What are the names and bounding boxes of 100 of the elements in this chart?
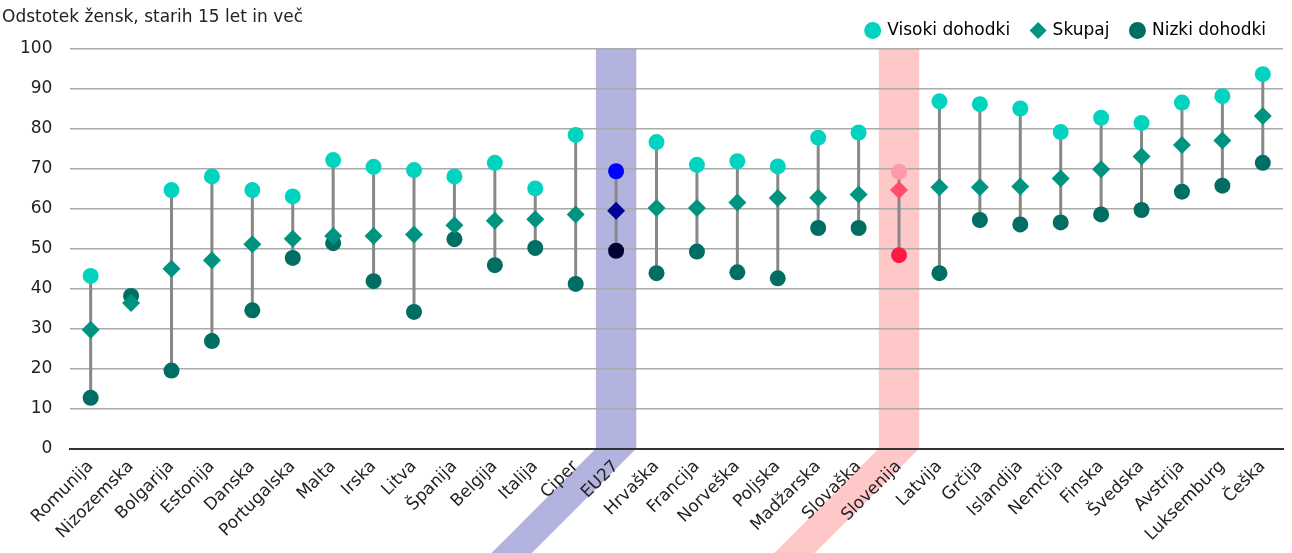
point <box>607 201 626 220</box>
point <box>1092 160 1111 179</box>
point <box>163 182 180 199</box>
point <box>567 126 584 143</box>
point <box>1133 114 1150 131</box>
point <box>284 249 301 266</box>
point <box>810 219 827 236</box>
point <box>81 320 100 339</box>
y-tick-label: 80 <box>30 117 53 138</box>
point <box>769 270 786 287</box>
point <box>202 251 221 270</box>
point <box>243 235 262 254</box>
point <box>810 129 827 146</box>
point <box>971 212 988 228</box>
point <box>1052 124 1069 141</box>
point <box>970 178 989 197</box>
point <box>688 243 705 260</box>
point <box>1012 100 1029 117</box>
point <box>82 267 99 284</box>
point <box>566 205 585 224</box>
point <box>1214 88 1231 105</box>
point <box>1052 214 1069 231</box>
y-tick-label: 50 <box>30 237 53 258</box>
point <box>1173 183 1190 200</box>
point <box>1132 147 1151 166</box>
point <box>486 257 503 274</box>
point <box>648 265 665 282</box>
point <box>1133 202 1150 219</box>
point <box>1093 109 1110 126</box>
point <box>445 216 464 235</box>
point <box>971 96 988 113</box>
point <box>325 152 342 169</box>
point <box>688 156 705 173</box>
point <box>203 168 220 185</box>
point <box>82 389 99 406</box>
legend-label: Skupaj <box>1052 18 1110 39</box>
point <box>405 225 423 244</box>
y-tick-label: 70 <box>30 157 53 178</box>
point <box>647 199 666 218</box>
point <box>485 211 504 230</box>
point <box>284 188 301 205</box>
point <box>608 242 625 259</box>
point <box>1173 94 1190 111</box>
point <box>406 303 422 320</box>
point <box>769 158 786 175</box>
point <box>850 124 867 141</box>
point <box>728 193 747 212</box>
point <box>1253 107 1272 126</box>
point <box>406 162 422 179</box>
point <box>891 247 908 264</box>
point <box>1012 216 1029 233</box>
point <box>1254 154 1271 171</box>
point <box>324 226 343 245</box>
point <box>608 163 625 180</box>
point <box>163 362 180 379</box>
y-tick-label: 60 <box>30 197 53 218</box>
point <box>1213 131 1232 150</box>
point <box>1051 169 1070 188</box>
point <box>930 178 949 197</box>
point <box>890 181 909 200</box>
point <box>162 259 181 278</box>
point <box>931 93 948 110</box>
point <box>486 154 503 171</box>
chart-title: Odstotek žensk, starih 15 let in več <box>2 6 304 26</box>
point <box>203 333 220 350</box>
point <box>1214 177 1231 194</box>
point <box>527 239 544 256</box>
point <box>648 134 665 151</box>
point <box>244 302 261 319</box>
point <box>729 153 746 170</box>
point <box>768 189 787 208</box>
y-tick-label: 100 <box>19 37 53 58</box>
legend-label: Nizki dohodki <box>1151 18 1266 39</box>
point <box>1254 66 1271 83</box>
point <box>1093 206 1110 223</box>
point <box>122 294 141 313</box>
point <box>687 199 706 218</box>
point <box>365 158 382 175</box>
legend-label: Visoki dohodki <box>887 18 1011 39</box>
point <box>527 180 544 197</box>
point <box>931 265 948 282</box>
y-tick-label: 40 <box>30 277 53 298</box>
point <box>283 229 302 248</box>
point <box>809 188 828 207</box>
y-tick-label: 10 <box>30 397 53 417</box>
point <box>849 185 868 204</box>
y-tick-label: 90 <box>30 77 53 98</box>
point <box>446 231 463 248</box>
point <box>729 264 746 281</box>
point <box>364 226 383 245</box>
point <box>891 163 908 180</box>
y-tick-label: 30 <box>30 317 53 338</box>
point <box>567 275 584 292</box>
point <box>526 210 545 229</box>
y-tick-label: 0 <box>41 436 53 457</box>
point <box>1172 135 1191 154</box>
point <box>365 273 382 290</box>
point <box>446 168 463 185</box>
point <box>1011 177 1030 196</box>
point <box>244 182 261 199</box>
